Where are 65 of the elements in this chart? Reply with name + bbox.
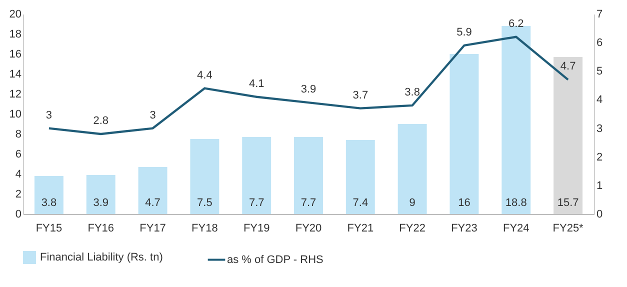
x-tick-label: FY18	[192, 222, 218, 234]
data-label: 5.9	[456, 26, 472, 38]
bar	[554, 57, 583, 214]
x-tick-label: FY24	[502, 222, 530, 234]
data-label: 3.8	[404, 86, 420, 98]
y2-tick-label: 1	[596, 180, 603, 192]
bar	[502, 26, 531, 214]
y-tick-label: 6	[15, 148, 22, 160]
y2-tick-label: 6	[596, 37, 603, 50]
x-tick-label: FY16	[88, 222, 114, 234]
y-tick-label: 2	[15, 188, 22, 200]
y2-tick-label: 4	[596, 94, 603, 106]
bar	[450, 54, 479, 214]
data-label: 4.7	[560, 60, 576, 73]
bar	[398, 124, 427, 214]
bar	[190, 139, 220, 214]
data-label: 7.7	[300, 197, 316, 209]
x-tick-label: FY23	[451, 222, 478, 234]
y2-tick-label: 0	[596, 208, 603, 220]
data-label: 4.7	[145, 197, 160, 209]
x-tick-label: FY19	[243, 222, 270, 234]
data-label: 7.4	[352, 197, 368, 209]
legend-label: as % of GDP - RHS	[227, 254, 324, 266]
x-tick-label: FY15	[36, 222, 62, 234]
x-tick-label: FY17	[140, 222, 166, 234]
y-tick-label: 18	[9, 28, 22, 40]
bar	[242, 137, 272, 214]
bar	[138, 167, 168, 214]
data-label: 3.8	[41, 197, 57, 209]
y-tick-label: 20	[9, 8, 22, 20]
bar	[294, 137, 323, 214]
bar	[34, 176, 64, 214]
data-label: 3	[150, 109, 156, 122]
data-label: 4.4	[197, 69, 212, 82]
data-label: 3.9	[93, 197, 109, 209]
data-label: 18.8	[505, 197, 527, 209]
data-label: 16	[458, 197, 470, 209]
data-label: 6.2	[508, 18, 524, 30]
data-label: 15.7	[557, 197, 579, 209]
data-label: 4.1	[248, 78, 264, 90]
y-tick-label: 10	[9, 108, 22, 120]
x-tick-label: FY22	[399, 222, 426, 234]
y-tick-label: 4	[15, 168, 22, 180]
bar	[346, 140, 375, 214]
legend-label: Financial Liability (Rs. tn)	[40, 252, 163, 264]
x-tick-label: FY25*	[552, 222, 584, 234]
y2-tick-label: 5	[596, 66, 603, 78]
bar	[86, 175, 116, 214]
y-tick-label: 16	[9, 48, 22, 60]
y2-tick-label: 2	[596, 151, 603, 164]
x-tick-label: FY20	[295, 222, 322, 234]
data-label: 2.8	[93, 115, 109, 127]
data-label: 3.9	[300, 84, 316, 96]
data-label: 9	[409, 197, 416, 209]
y2-tick-label: 7	[596, 8, 603, 20]
y2-tick-label: 3	[596, 122, 603, 135]
x-tick-label: FY21	[347, 222, 374, 234]
data-label: 3.7	[352, 89, 368, 102]
data-label: 7.7	[248, 197, 264, 209]
y-tick-label: 14	[9, 68, 22, 80]
y-tick-label: 8	[15, 128, 22, 140]
y-tick-label: 12	[9, 88, 22, 100]
data-label: 7.5	[197, 197, 212, 209]
y-tick-label: 0	[15, 208, 22, 220]
data-label: 3	[46, 109, 52, 122]
